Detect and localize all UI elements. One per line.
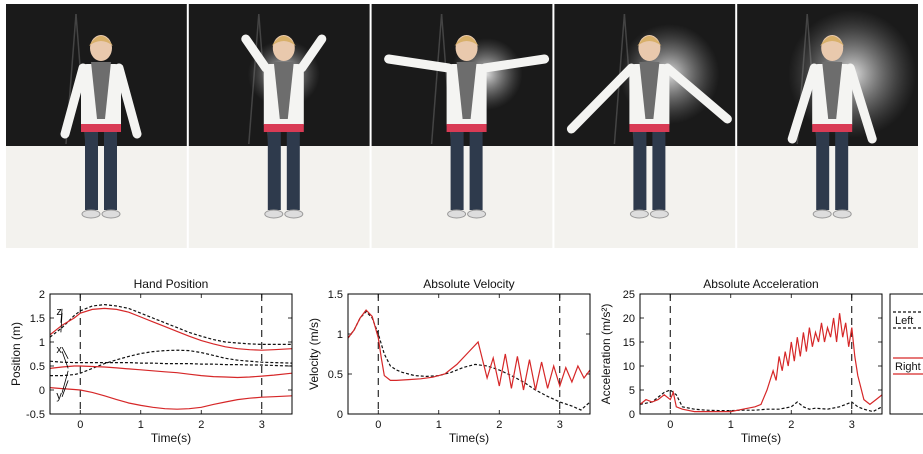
annotation-arrow <box>61 370 69 393</box>
y-tick-label: -0.5 <box>26 409 45 421</box>
series-right-line <box>50 387 292 410</box>
annotation-arrow <box>61 347 69 359</box>
absolute-velocity-chart: Absolute Velocity 0 1 2 3 0 0.5 1 1.5 Time(s) Velo… <box>307 277 591 445</box>
x-tick-label: 0 <box>77 419 83 431</box>
x-tick-label: 3 <box>557 419 563 431</box>
annotation-arrow <box>61 351 69 369</box>
y-axis-label: Velocity (m/s) <box>307 318 321 390</box>
x-tick-label: 1 <box>138 419 144 431</box>
x-tick-label: 2 <box>198 419 204 431</box>
x-axis-label: Time(s) <box>449 431 489 445</box>
x-tick-label: 1 <box>436 419 442 431</box>
photo-strip <box>6 4 918 248</box>
series-right-line <box>640 313 882 413</box>
annotation-y: y <box>56 390 62 402</box>
y-axis-label: Position (m) <box>9 322 23 386</box>
annotation-arrow <box>61 380 69 397</box>
annotation-arrow <box>60 308 63 323</box>
y-tick-label: 2 <box>39 289 45 301</box>
y-tick-label: 1.5 <box>328 289 343 301</box>
annotation-x: x <box>56 344 62 356</box>
y-tick-label: 25 <box>623 289 635 301</box>
y-tick-label: 0.5 <box>328 369 343 381</box>
y-tick-label: 5 <box>629 385 635 397</box>
y-tick-label: 1.5 <box>30 313 45 325</box>
plot-frame <box>639 293 883 415</box>
x-tick-label: 1 <box>728 419 734 431</box>
y-tick-label: 15 <box>623 337 635 349</box>
series-left-line <box>348 310 590 411</box>
series-left-line <box>50 349 292 377</box>
series-right-line <box>50 365 292 379</box>
y-tick-label: 1 <box>337 329 343 341</box>
photo-frame-3 <box>371 4 553 248</box>
series-left-line <box>50 360 292 367</box>
series-right-line <box>348 309 590 391</box>
x-axis-label: Time(s) <box>741 431 781 445</box>
y-tick-label: 1 <box>39 337 45 349</box>
plot-frame <box>49 293 293 415</box>
legend-box <box>889 293 923 415</box>
photo-frame-1 <box>6 4 187 248</box>
series-left-line <box>640 389 882 413</box>
photo-frame-5 <box>737 4 918 248</box>
x-tick-label: 3 <box>849 419 855 431</box>
chart-title: Absolute Velocity <box>423 277 514 291</box>
x-tick-label: 2 <box>496 419 502 431</box>
x-tick-label: 3 <box>259 419 265 431</box>
legend-label: Right <box>895 361 921 373</box>
x-tick-label: 0 <box>375 419 381 431</box>
y-tick-label: 0 <box>629 409 635 421</box>
chart-title: Absolute Acceleration <box>703 277 818 291</box>
legend-label: Left <box>895 315 913 327</box>
plot-frame <box>347 293 591 415</box>
series-left-line <box>50 303 292 346</box>
y-tick-label: 0.5 <box>30 361 45 373</box>
y-tick-label: 0 <box>39 385 45 397</box>
annotation-z: z <box>56 306 62 318</box>
x-tick-label: 0 <box>667 419 673 431</box>
legend: Left Right <box>889 293 923 415</box>
y-axis-label: Acceleration (m/s²) <box>599 304 613 405</box>
photo-frame-2 <box>188 4 370 248</box>
chart-title: Hand Position <box>134 277 209 291</box>
y-tick-label: 10 <box>623 361 635 373</box>
photo-frame-4 <box>554 4 736 248</box>
charts-row: Hand Position 0 1 2 3 -0.5 0 0.5 1 1.5 2 Time(s) Pos… <box>9 277 923 445</box>
y-tick-label: 0 <box>337 409 343 421</box>
x-tick-label: 2 <box>788 419 794 431</box>
hand-position-chart: Hand Position 0 1 2 3 -0.5 0 0.5 1 1.5 2 Time(s) Pos… <box>9 277 293 445</box>
y-tick-label: 20 <box>623 313 635 325</box>
x-axis-label: Time(s) <box>151 431 191 445</box>
annotation-arrow <box>60 312 63 333</box>
absolute-acceleration-chart: Absolute Acceleration 0 1 2 3 0 5 10 15 20 25 Time(… <box>599 277 883 445</box>
series-right-line <box>50 307 292 351</box>
